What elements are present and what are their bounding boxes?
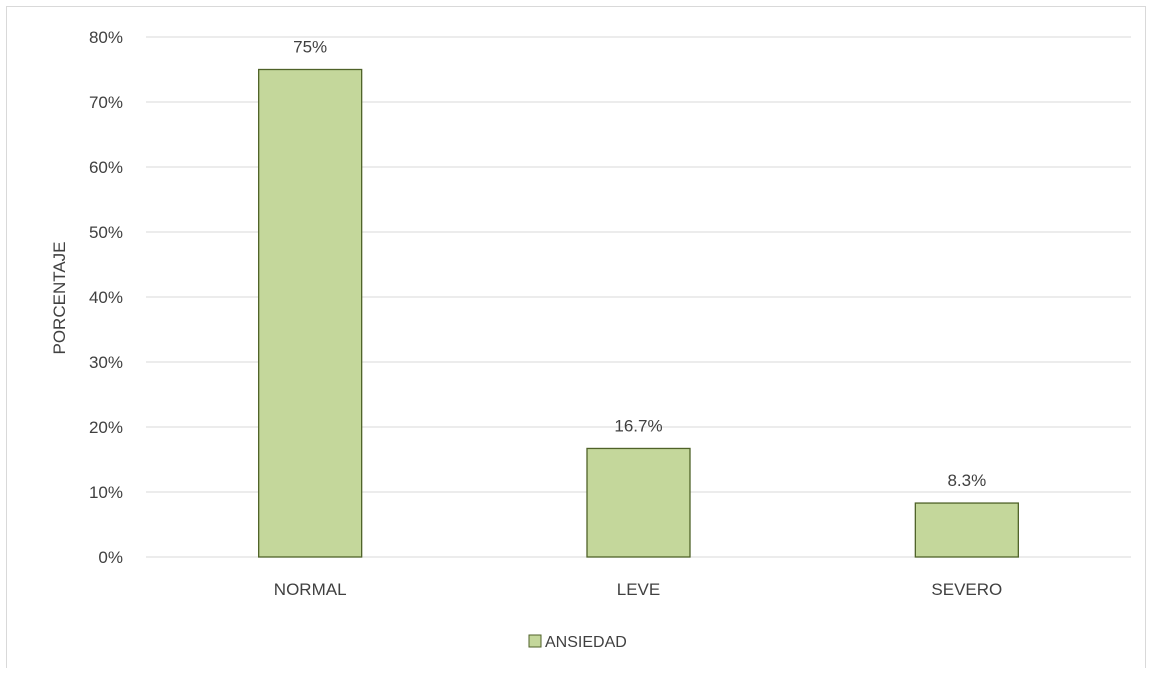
y-tick-label: 0%	[98, 548, 123, 567]
category-label-severo: SEVERO	[931, 580, 1002, 599]
legend-swatch-ansiedad	[528, 634, 542, 648]
category-label-normal: NORMAL	[274, 580, 347, 599]
y-tick-label: 30%	[89, 353, 123, 372]
bars	[258, 68, 1019, 558]
y-axis-title: PORCENTAJE	[50, 241, 69, 354]
legend-label-ansiedad: ANSIEDAD	[545, 634, 627, 651]
data-label-severo: 8.3%	[947, 471, 986, 490]
y-tick-label: 60%	[89, 158, 123, 177]
data-label-leve: 16.7%	[614, 416, 662, 435]
x-axis-categories: NORMAL LEVE SEVERO	[274, 580, 1002, 599]
data-labels: 75% 16.7% 8.3%	[293, 38, 986, 491]
y-tick-label: 40%	[89, 288, 123, 307]
y-tick-label: 80%	[89, 28, 123, 47]
bar-leve	[586, 447, 691, 558]
data-label-normal: 75%	[293, 38, 327, 57]
bar-normal	[258, 68, 363, 558]
y-tick-label: 70%	[89, 93, 123, 112]
category-label-leve: LEVE	[617, 580, 660, 599]
y-tick-label: 20%	[89, 418, 123, 437]
chart-frame	[6, 6, 1146, 668]
y-tick-label: 10%	[89, 483, 123, 502]
y-axis-ticks: 0% 10% 20% 30% 40% 50% 60% 70% 80%	[89, 28, 123, 567]
bar-severo	[914, 502, 1019, 558]
legend: ANSIEDAD	[528, 634, 627, 651]
y-tick-label: 50%	[89, 223, 123, 242]
